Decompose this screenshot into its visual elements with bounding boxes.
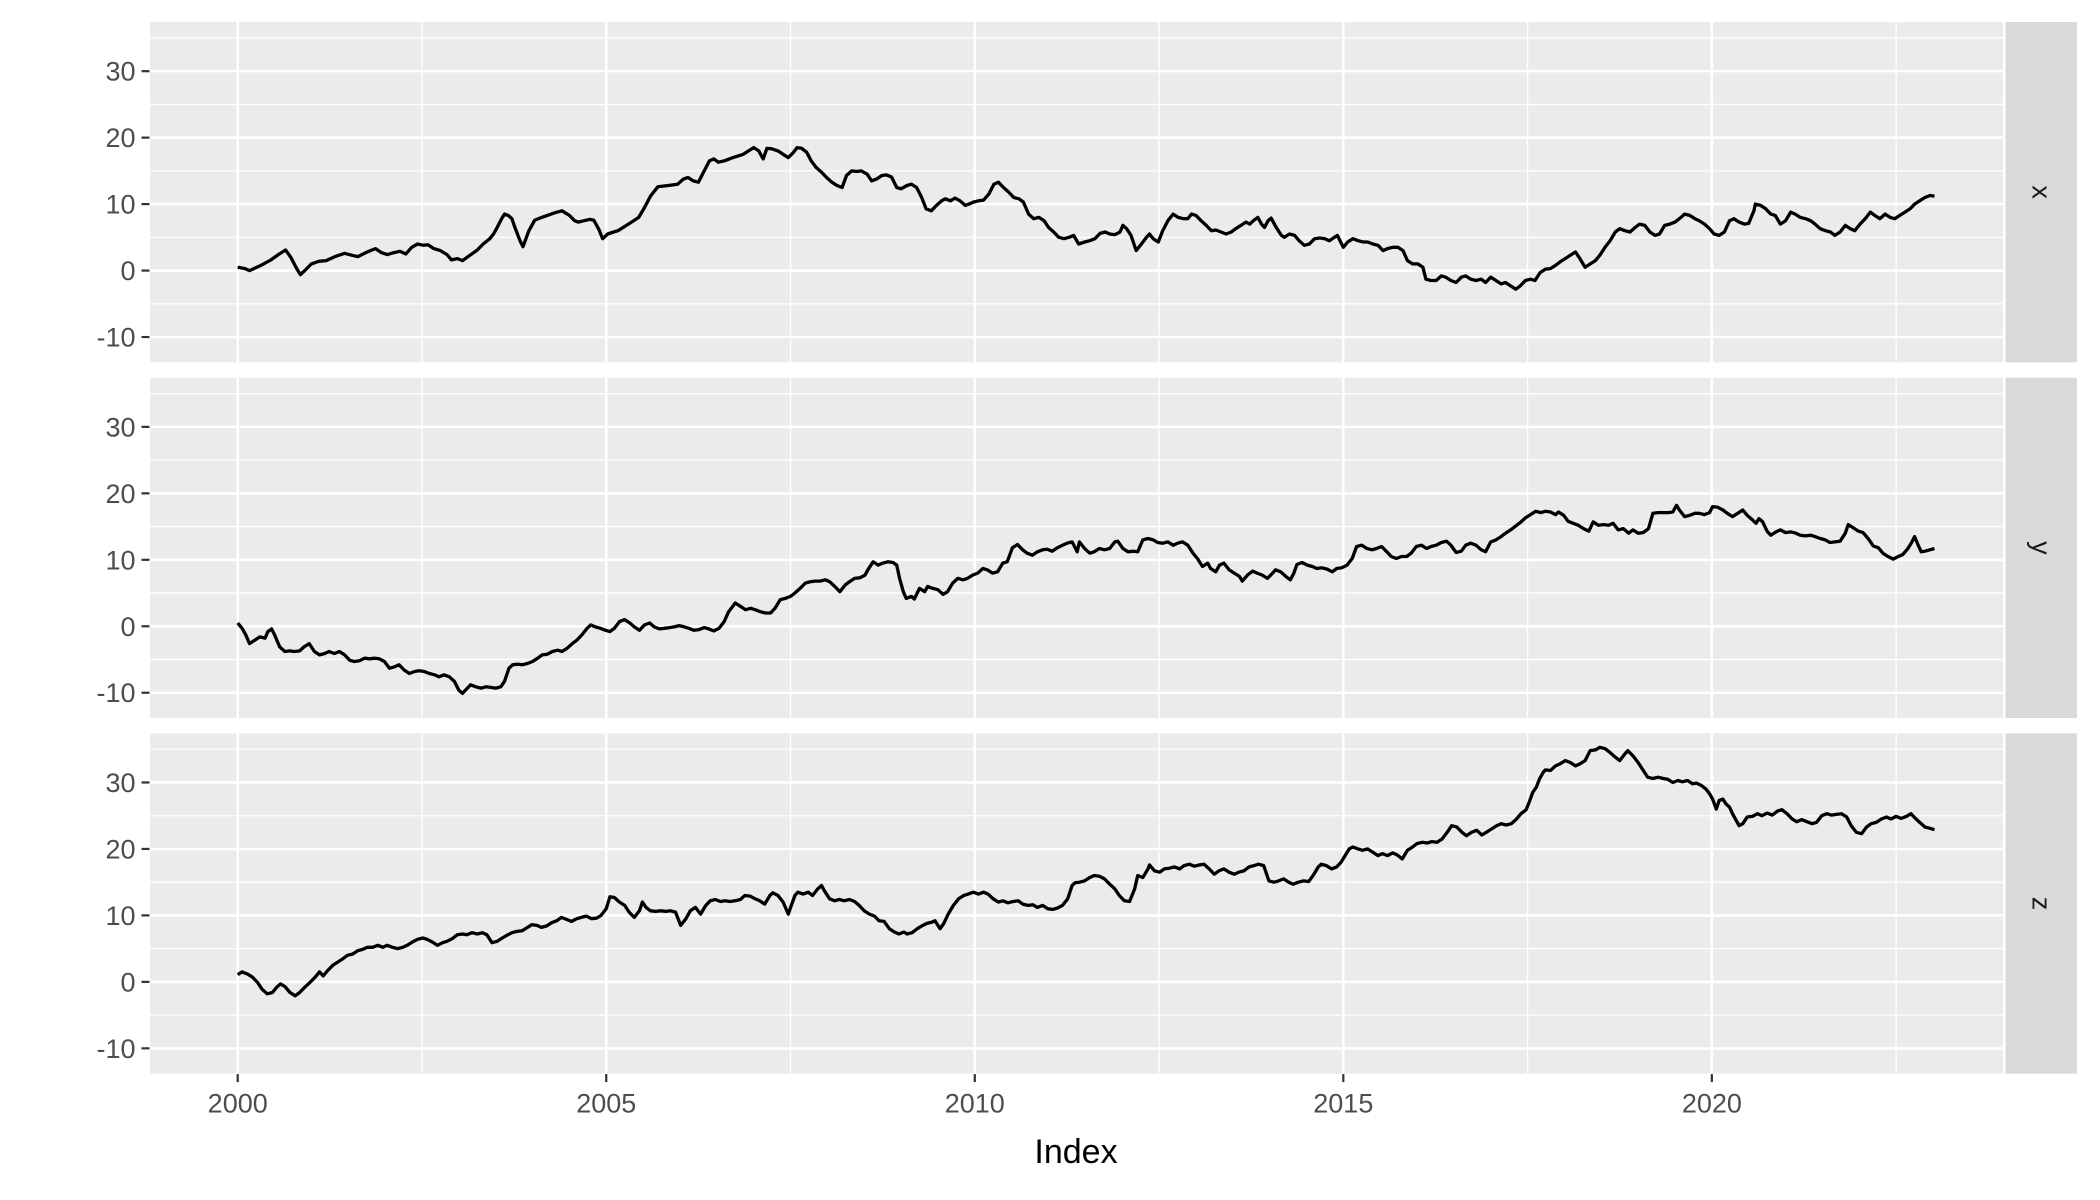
panel-background [150,22,2003,363]
y-tick-label: 0 [120,612,135,642]
y-tick-label: 30 [105,768,135,798]
y-tick-label: -10 [96,678,135,708]
gridlines [150,22,2003,363]
y-tick-label: -10 [96,323,135,353]
facet-strip-label: z [2026,897,2056,911]
facet-z: -10 0 10 20 30 z [96,733,2077,1074]
x-tick-label: 2015 [1313,1089,1373,1119]
y-tick-label: 0 [120,256,135,286]
gridlines [150,733,2003,1074]
facet-panels: -10 0 10 20 30 x -10 0 10 20 30 y -10 0 10 20 30 z [96,22,2077,1074]
y-tick-label: -10 [96,1034,135,1064]
x-axis-title: Index [1034,1133,1117,1171]
facet-strip-x [2005,22,2077,363]
gridlines [150,377,2003,718]
x-axis: 2000 2005 2010 2015 2020 [208,1074,1742,1119]
y-tick-label: 10 [105,901,135,931]
facet-strip-label: x [2026,185,2056,199]
y-tick-label: 0 [120,967,135,997]
line-series-x [237,145,1935,291]
y-tick-label: 10 [105,190,135,220]
facet-x: -10 0 10 20 30 x [96,22,2077,363]
y-tick-label: 20 [105,479,135,509]
y-tick-label: 20 [105,123,135,153]
line-series-y [236,503,1935,696]
facet-y: -10 0 10 20 30 y [96,377,2077,718]
facet-strip-label: y [2026,541,2056,555]
x-tick-label: 2000 [208,1089,268,1119]
x-tick-label: 2005 [576,1089,636,1119]
line-series-z [236,745,1935,998]
y-tick-label: 20 [105,834,135,864]
y-tick-label: 30 [105,412,135,442]
y-tick-label: 30 [105,57,135,87]
y-tick-label: 10 [105,545,135,575]
x-tick-label: 2010 [945,1089,1005,1119]
facet-strip-y [2005,377,2077,718]
panel-background [150,733,2003,1074]
x-tick-label: 2020 [1682,1089,1742,1119]
facet-strip-z [2005,733,2077,1074]
